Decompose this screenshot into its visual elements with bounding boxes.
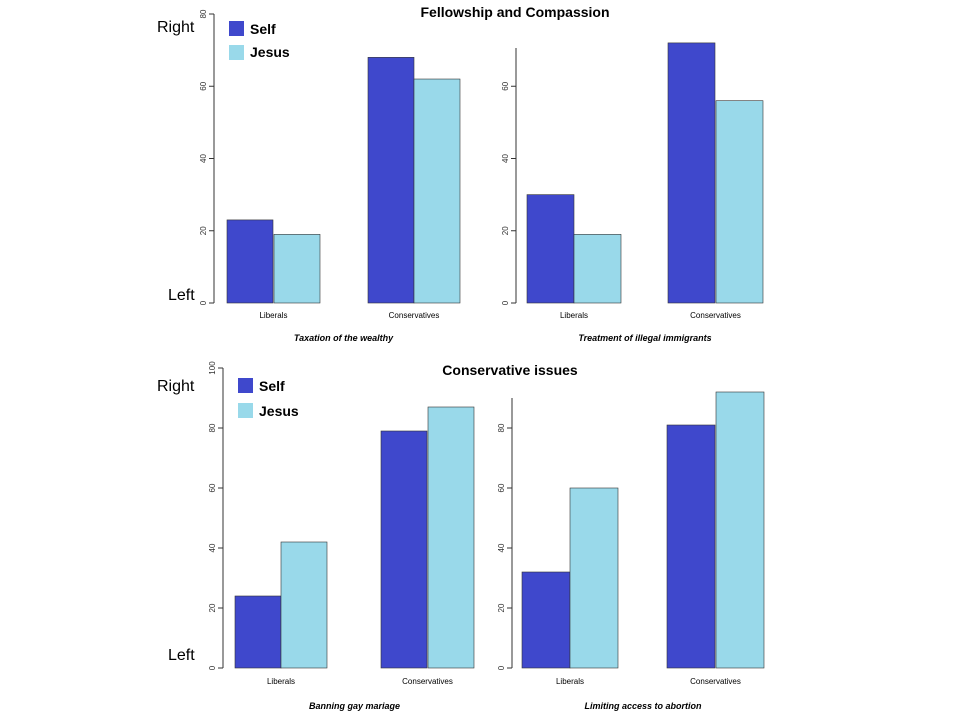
y-tick-label: 20 bbox=[199, 226, 208, 235]
bar-jesus-liberals bbox=[573, 234, 622, 304]
bar-jesus-liberals bbox=[273, 234, 321, 304]
legend-label-self: Self bbox=[250, 21, 276, 37]
y-tick-label: 60 bbox=[199, 81, 208, 90]
y-tick-label: 100 bbox=[208, 361, 217, 375]
legend-label-self: Self bbox=[259, 378, 285, 394]
y-tick-label: 0 bbox=[199, 300, 208, 305]
category-label: Conservatives bbox=[690, 677, 741, 686]
category-label: Liberals bbox=[556, 677, 584, 686]
category-label: Liberals bbox=[259, 311, 287, 320]
bar-jesus-conservatives bbox=[413, 78, 461, 304]
category-label: Liberals bbox=[267, 677, 295, 686]
side-label-right: Right bbox=[157, 19, 195, 36]
bar-self-liberals bbox=[226, 219, 274, 304]
x-axis-label: Treatment of illegal immigrants bbox=[578, 333, 711, 343]
section-title: Fellowship and Compassion bbox=[420, 4, 609, 20]
category-label: Conservatives bbox=[402, 677, 453, 686]
bar-jesus-liberals bbox=[280, 541, 328, 669]
legend-swatch-jesus bbox=[238, 403, 253, 418]
section-title: Conservative issues bbox=[442, 362, 578, 378]
bar-jesus-liberals bbox=[569, 487, 619, 669]
y-tick-label: 40 bbox=[497, 543, 506, 552]
bar-self-conservatives bbox=[666, 424, 716, 669]
bar-self-conservatives bbox=[380, 430, 428, 669]
y-tick-label: 40 bbox=[208, 543, 217, 552]
bar-self-liberals bbox=[521, 571, 571, 669]
legend: Self Jesus bbox=[229, 21, 290, 60]
legend-swatch-self bbox=[229, 21, 244, 36]
y-tick-label: 0 bbox=[208, 665, 217, 670]
y-tick-label: 60 bbox=[501, 81, 510, 90]
y-tick-label: 80 bbox=[497, 423, 506, 432]
y-tick-label: 60 bbox=[208, 483, 217, 492]
category-label: Conservatives bbox=[690, 311, 741, 320]
bar-self-liberals bbox=[526, 194, 575, 304]
section-conservative: Conservative issues Right Left Self Jesu… bbox=[157, 361, 765, 711]
x-axis-label: Limiting access to abortion bbox=[584, 701, 702, 711]
side-label-left: Left bbox=[168, 647, 195, 664]
x-axis-label: Taxation of the wealthy bbox=[294, 333, 394, 343]
bar-self-conservatives bbox=[367, 57, 415, 304]
bar-jesus-conservatives bbox=[427, 406, 475, 669]
legend-label-jesus: Jesus bbox=[259, 403, 299, 419]
x-axis-label: Banning gay mariage bbox=[309, 701, 400, 711]
y-tick-label: 60 bbox=[497, 483, 506, 492]
chart-immigrants: 0 20 40 60 Liberals Conservatives Treatment of… bbox=[501, 42, 764, 343]
y-tick-label: 0 bbox=[497, 665, 506, 670]
y-tick-label: 0 bbox=[501, 300, 510, 305]
legend-swatch-self bbox=[238, 378, 253, 393]
y-tick-label: 80 bbox=[208, 423, 217, 432]
side-label-left: Left bbox=[168, 287, 195, 304]
chart-abortion: 0 20 40 60 80 Liberals Conservatives Limiting a… bbox=[497, 391, 765, 711]
legend-label-jesus: Jesus bbox=[250, 44, 290, 60]
side-label-right: Right bbox=[157, 378, 195, 395]
section-fellowship: Fellowship and Compassion Right Left Sel… bbox=[157, 4, 764, 343]
bar-jesus-conservatives bbox=[715, 391, 765, 669]
chart-gay-marriage: 0 20 40 60 80 100 Liberals Conservatives Banning… bbox=[208, 361, 475, 711]
bar-self-liberals bbox=[234, 595, 282, 669]
chart-taxation: 0 20 40 60 80 Liberals Conservatives Taxation o… bbox=[199, 9, 461, 343]
y-tick-label: 20 bbox=[501, 226, 510, 235]
legend-swatch-jesus bbox=[229, 45, 244, 60]
category-label: Liberals bbox=[560, 311, 588, 320]
y-tick-label: 40 bbox=[501, 154, 510, 163]
y-tick-label: 80 bbox=[199, 9, 208, 18]
category-label: Conservatives bbox=[389, 311, 440, 320]
bar-self-conservatives bbox=[667, 42, 716, 304]
legend: Self Jesus bbox=[238, 378, 299, 419]
y-tick-label: 40 bbox=[199, 154, 208, 163]
bar-jesus-conservatives bbox=[715, 100, 764, 304]
y-tick-label: 20 bbox=[497, 603, 506, 612]
y-tick-label: 20 bbox=[208, 603, 217, 612]
